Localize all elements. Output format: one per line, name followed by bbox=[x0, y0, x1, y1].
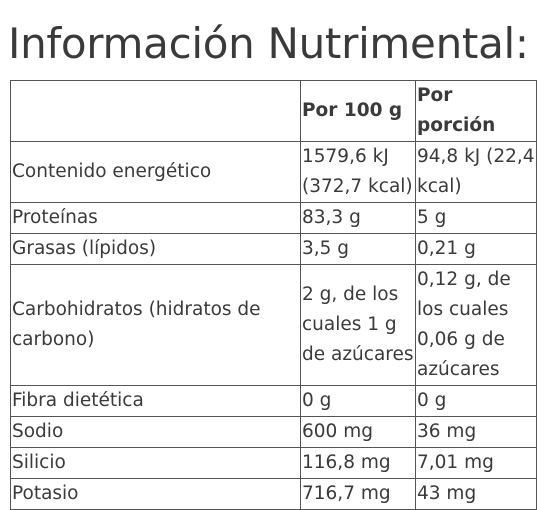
value-per-portion: 0 g bbox=[415, 385, 537, 417]
value-per-portion: 7,01 mg bbox=[415, 447, 537, 479]
value-per-100g: 1579,6 kJ (372,7 kcal) bbox=[300, 141, 416, 203]
value-per-100g: 600 mg bbox=[300, 416, 416, 448]
table-row: Fibra dietética 0 g 0 g bbox=[10, 385, 537, 417]
value-per-portion: 43 mg bbox=[415, 478, 537, 510]
value-per-portion: 0,12 g, de los cuales 0,06 g de azúcares bbox=[415, 264, 537, 386]
nutrient-label: Proteínas bbox=[10, 202, 301, 234]
table-header-row: Por 100 g Por porción bbox=[10, 80, 537, 142]
nutrient-label: Fibra dietética bbox=[10, 385, 301, 417]
nutrient-label: Grasas (lípidos) bbox=[10, 233, 301, 265]
nutrient-label: Sodio bbox=[10, 416, 301, 448]
nutrient-label: Silicio bbox=[10, 447, 301, 479]
value-per-100g: 2 g, de los cuales 1 g de azúcares bbox=[300, 264, 416, 386]
table-row: Carbohidratos (hidratos de carbono) 2 g,… bbox=[10, 264, 537, 386]
header-per-portion: Por porción bbox=[415, 80, 537, 142]
value-per-portion: 36 mg bbox=[415, 416, 537, 448]
nutrition-table: Por 100 g Por porción Contenido energéti… bbox=[10, 80, 537, 510]
value-per-100g: 116,8 mg bbox=[300, 447, 416, 479]
table-row: Potasio 716,7 mg 43 mg bbox=[10, 478, 537, 510]
nutrient-label: Potasio bbox=[10, 478, 301, 510]
table-row: Sodio 600 mg 36 mg bbox=[10, 416, 537, 448]
table-row: Silicio 116,8 mg 7,01 mg bbox=[10, 447, 537, 479]
value-per-100g: 83,3 g bbox=[300, 202, 416, 234]
value-per-portion: 94,8 kJ (22,4 kcal) bbox=[415, 141, 537, 203]
table-row: Contenido energético 1579,6 kJ (372,7 kc… bbox=[10, 141, 537, 203]
table-row: Proteínas 83,3 g 5 g bbox=[10, 202, 537, 234]
value-per-100g: 0 g bbox=[300, 385, 416, 417]
value-per-portion: 0,21 g bbox=[415, 233, 537, 265]
value-per-portion: 5 g bbox=[415, 202, 537, 234]
header-per-100g: Por 100 g bbox=[300, 80, 416, 142]
nutrient-label: Carbohidratos (hidratos de carbono) bbox=[10, 264, 301, 386]
value-per-100g: 716,7 mg bbox=[300, 478, 416, 510]
nutrient-label: Contenido energético bbox=[10, 141, 301, 203]
header-nutrient bbox=[10, 80, 301, 142]
table-row: Grasas (lípidos) 3,5 g 0,21 g bbox=[10, 233, 537, 265]
page-title: Información Nutrimental: bbox=[8, 19, 529, 68]
value-per-100g: 3,5 g bbox=[300, 233, 416, 265]
